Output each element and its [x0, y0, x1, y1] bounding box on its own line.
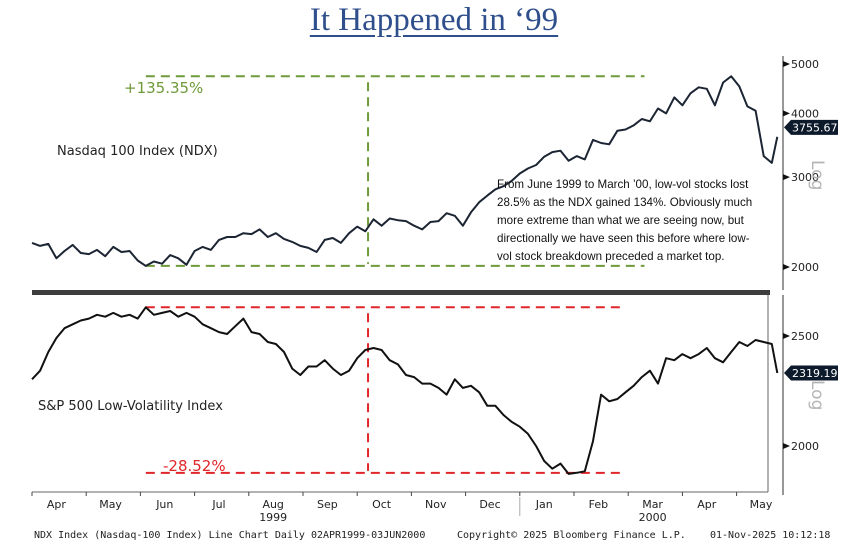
x-month-label: Feb — [589, 498, 608, 511]
x-month-label: Mar — [642, 498, 663, 511]
page-title: It Happened in ‘99 — [0, 2, 868, 39]
lowvol-panel-label: S&P 500 Low-Volatility Index — [38, 399, 223, 414]
ndx-y-tick-label: 5000 — [791, 58, 819, 71]
ndx-last-value-badge: 3755.67 — [784, 119, 838, 135]
x-month-label: Jan — [535, 498, 553, 511]
ndx-y-tick-marker — [783, 174, 790, 181]
x-year-label: 1999 — [259, 511, 287, 524]
lowvol-y-tick-marker — [783, 443, 790, 449]
footer-copyright: Copyright© 2025 Bloomberg Finance L.P. — [457, 530, 686, 541]
x-axis-ticks: Apr May Jun Jul Aug Sep Oct Nov Dec Jan Feb Mar Apr M… — [31, 492, 773, 524]
lowvol-y-tick-label: 2000 — [791, 440, 819, 453]
x-month-label: Jun — [155, 498, 173, 511]
x-year-label: 2000 — [639, 511, 667, 524]
lowvol-y-tick-marker — [783, 333, 790, 339]
ndx-panel-label: Nasdaq 100 Index (NDX) — [57, 144, 218, 159]
ndx-y-tick-label: 2000 — [791, 261, 819, 274]
ndx-y-tick-label: 3000 — [791, 171, 819, 184]
top-y-ticks: 2000 3000 4000 5000 — [783, 58, 819, 274]
x-month-label: May — [99, 498, 122, 511]
x-month-label: Apr — [697, 498, 717, 511]
commentary-note: From June 1999 to March ’00, low-vol sto… — [497, 178, 753, 263]
ndx-last-value: 3755.67 — [792, 121, 838, 134]
x-month-label: Dec — [479, 498, 500, 511]
x-month-label: Oct — [372, 498, 392, 511]
lowvol-last-value-badge: 2319.19 — [784, 365, 838, 381]
lowvol-y-tick-label: 2500 — [791, 330, 819, 343]
x-month-label: Sep — [317, 498, 338, 511]
x-month-label: May — [750, 498, 773, 511]
lowvol-loss-annotation — [145, 306, 623, 474]
ndx-gain-label: +135.35% — [124, 79, 203, 97]
top-log-scale-label: Log — [807, 160, 827, 190]
x-month-label: Apr — [47, 498, 67, 511]
bottom-log-scale-label: Log — [807, 380, 827, 410]
bottom-y-ticks: 2000 2500 — [783, 330, 819, 453]
ndx-series-line — [31, 75, 779, 267]
ndx-y-tick-label: 4000 — [791, 107, 819, 120]
ndx-y-tick-marker — [783, 264, 790, 270]
x-month-label: Aug — [262, 498, 283, 511]
ndx-y-tick-marker — [783, 61, 790, 67]
lowvol-series-line — [31, 306, 779, 475]
lowvol-last-value: 2319.19 — [792, 367, 838, 380]
panel-divider — [32, 290, 770, 295]
x-month-label: Nov — [425, 498, 447, 511]
footer-timestamp: 01-Nov-2025 10:12:18 — [710, 530, 830, 541]
title-text: It Happened in ‘99 — [309, 2, 559, 38]
footer-description: NDX Index (Nasdaq-100 Index) Line Chart … — [34, 530, 425, 541]
ndx-y-tick-marker — [783, 110, 790, 117]
ndx-gain-annotation — [145, 75, 645, 267]
lowvol-loss-label: -28.52% — [163, 457, 226, 475]
x-month-label: Jul — [211, 498, 225, 511]
